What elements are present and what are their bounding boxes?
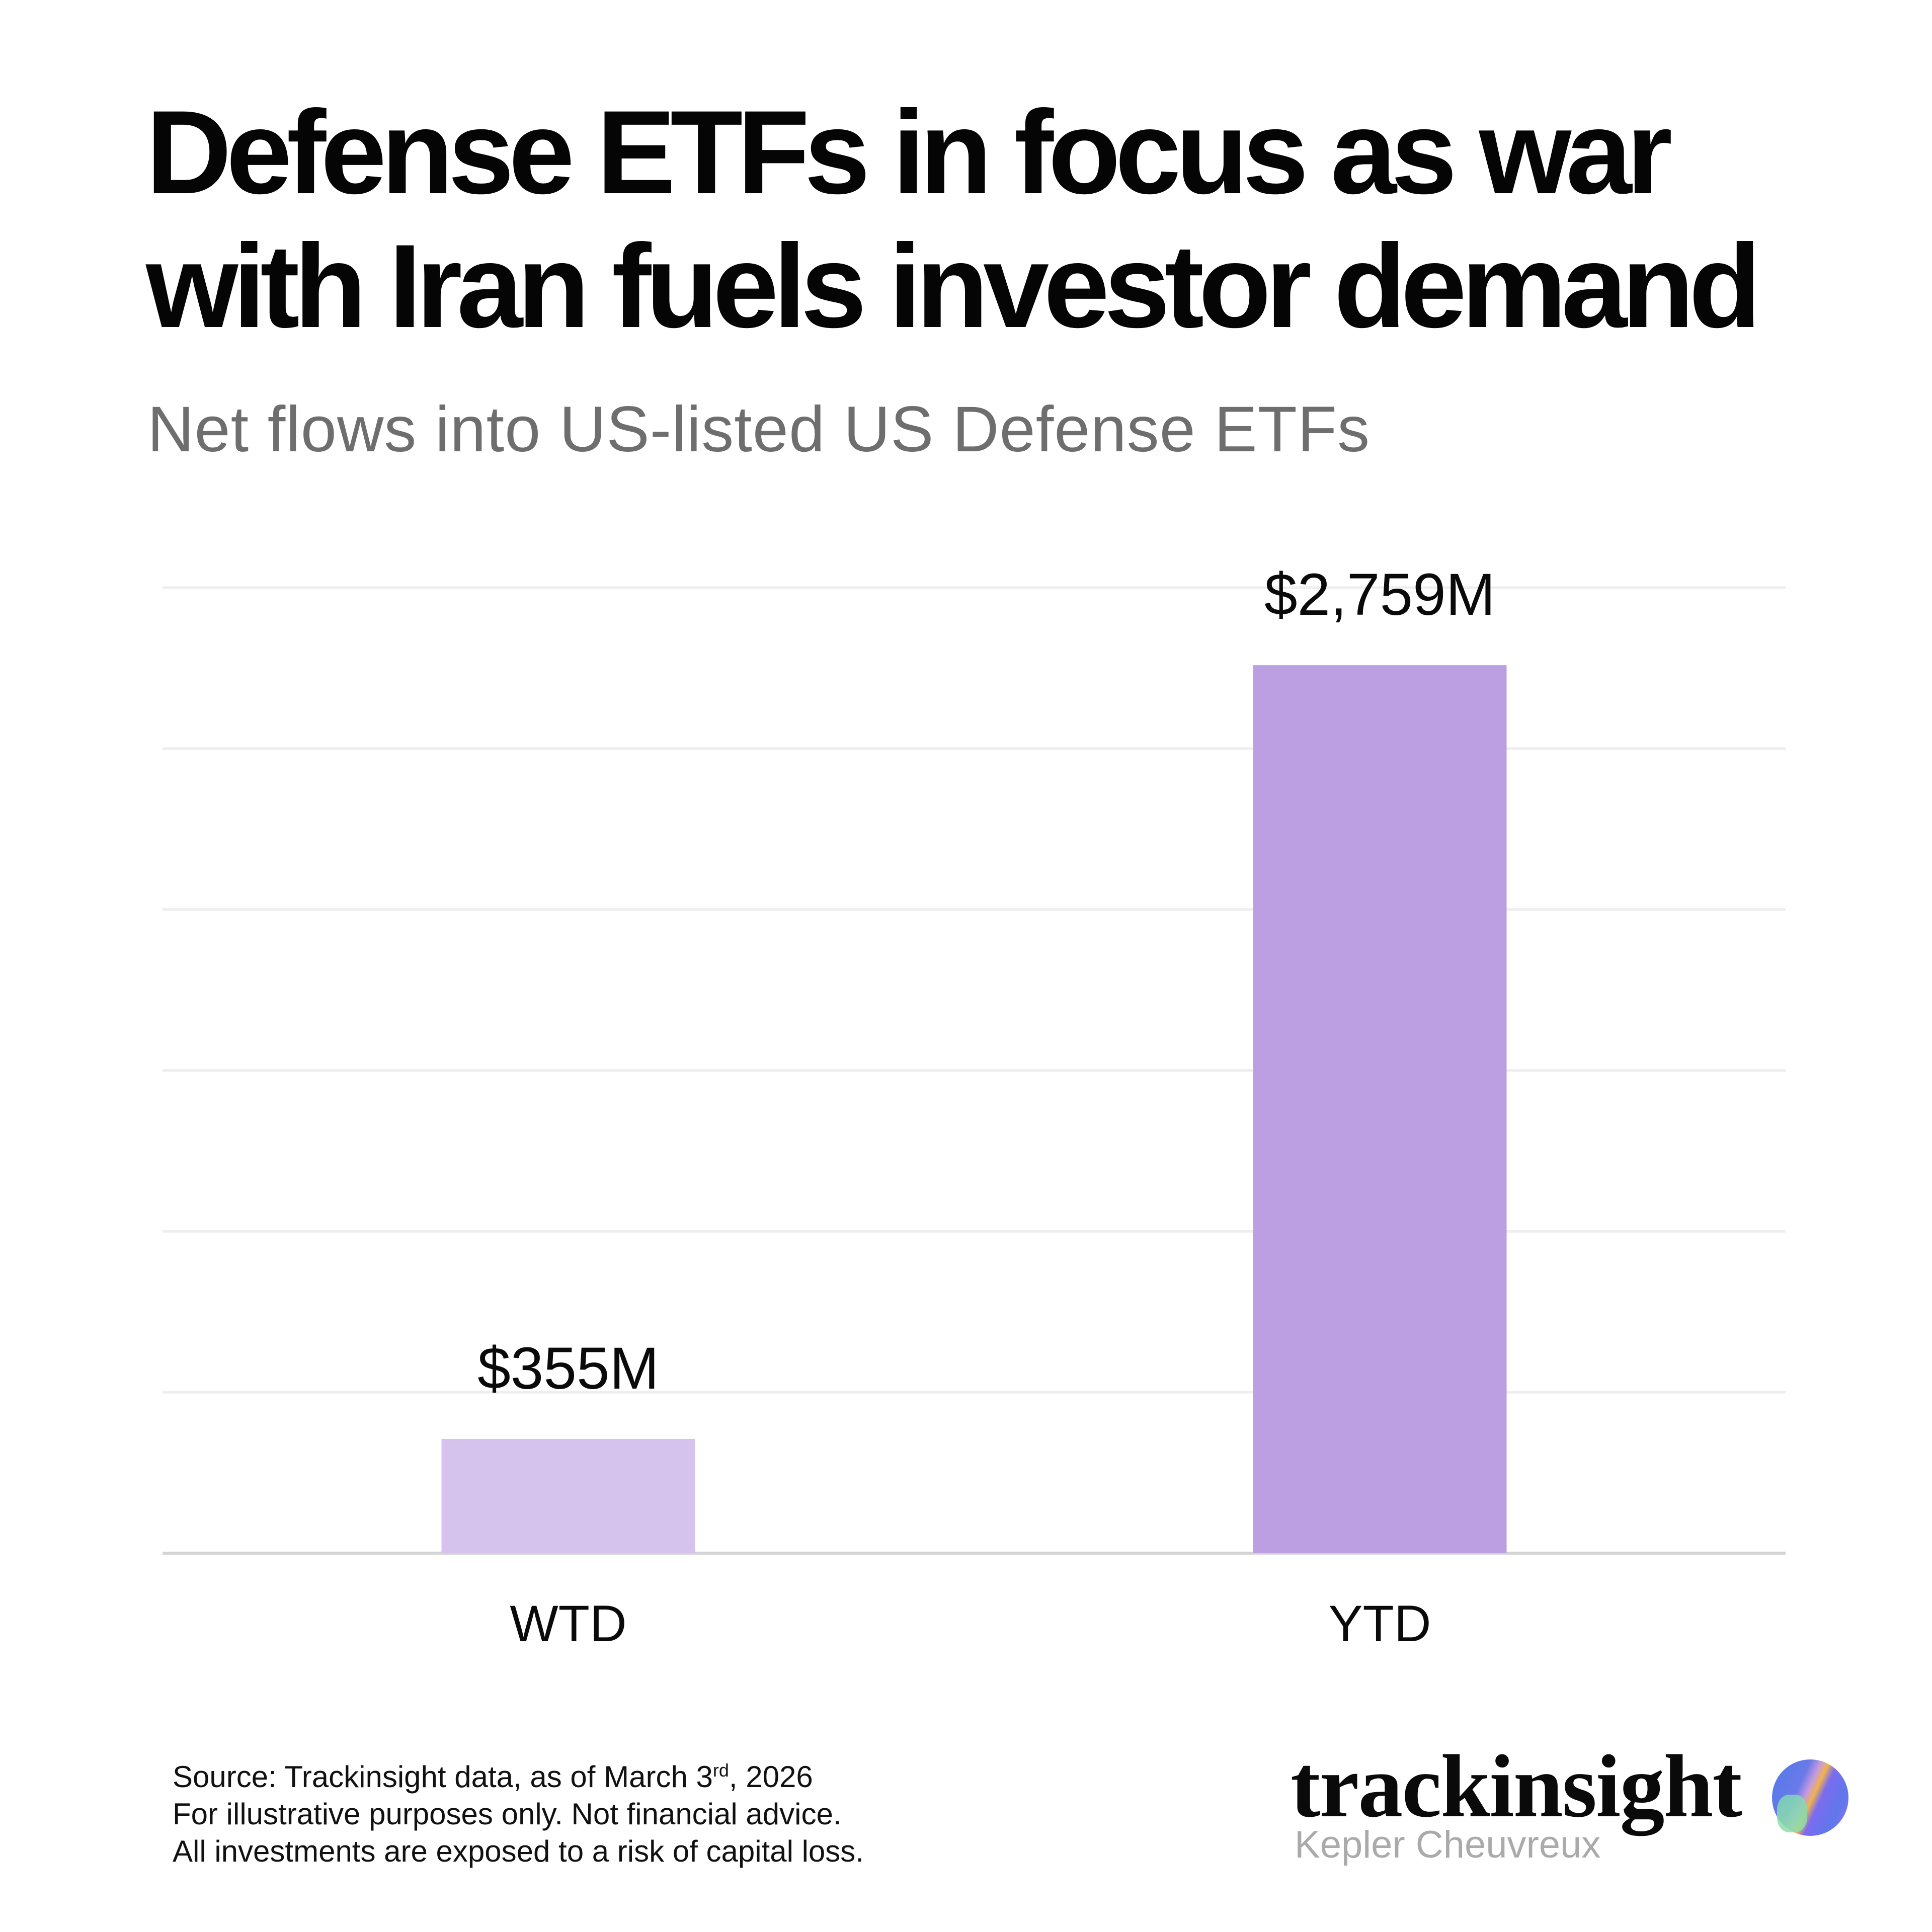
logo-wordmark: trackinsight bbox=[1291, 1736, 1742, 1836]
bars bbox=[441, 665, 1507, 1553]
gridlines bbox=[163, 586, 1786, 1555]
bar-wtd bbox=[441, 1438, 695, 1553]
source-note: Source: Trackinsight data, as of March 3… bbox=[173, 1760, 813, 1794]
trackinsight-logo: trackinsight Kepler Cheuvreux bbox=[1291, 1736, 1742, 1867]
logo-subtext: Kepler Cheuvreux bbox=[1295, 1823, 1601, 1866]
data-label-wtd: $355M bbox=[477, 1335, 659, 1402]
risk-line: All investments are exposed to a risk of… bbox=[173, 1834, 864, 1868]
category-label-ytd: YTD bbox=[1329, 1595, 1431, 1652]
data-label-ytd: $2,759M bbox=[1264, 561, 1495, 628]
chart-subtitle: Net flows into US-listed US Defense ETFs bbox=[147, 393, 1371, 465]
bar-ytd bbox=[1253, 665, 1507, 1553]
category-label-wtd: WTD bbox=[510, 1595, 626, 1652]
logo-orb-icon bbox=[1772, 1759, 1848, 1836]
labels: $355M WTD $2,759M YTD bbox=[477, 561, 1495, 1652]
chart-title: Defense ETFs in focus as war with Iran f… bbox=[146, 86, 1761, 353]
title-line-1: Defense ETFs in focus as war bbox=[146, 86, 1672, 219]
title-line-2: with Iran fuels investor demand bbox=[146, 220, 1761, 353]
footer-notes: Source: Trackinsight data, as of March 3… bbox=[173, 1752, 864, 1870]
disclaimer-line: For illustrative purposes only. Not fina… bbox=[173, 1797, 842, 1831]
